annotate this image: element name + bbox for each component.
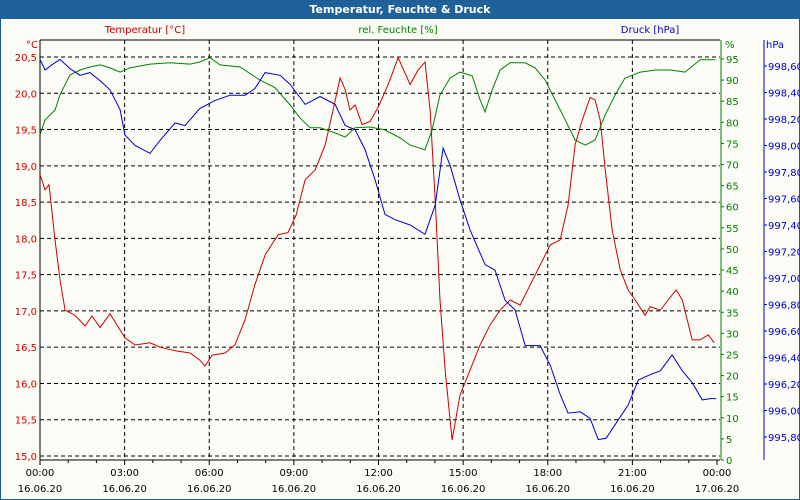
pressure-unit: hPa [766,40,784,51]
humidity-unit: % [725,40,735,51]
pressure-tick-label: 997,00 [768,274,800,285]
x-tick-date: 16.06.20 [187,484,232,495]
humidity-tick-label: 90 [726,76,739,87]
temperature-tick-label: 15,5 [15,416,37,427]
temperature-tick-label: 16,0 [15,379,37,390]
temperature-tick-label: 17,5 [15,271,37,282]
pressure-tick-label: 997,40 [768,221,800,232]
humidity-tick-label: 20 [726,372,739,383]
temperature-series-line [39,56,715,441]
humidity-tick-label: 10 [726,414,739,425]
legend-pressure: Druck [hPa] [621,25,680,36]
pressure-tick-label: 997,20 [768,248,800,259]
temperature-unit: °C [26,40,38,51]
x-tick-time: 21:00 [618,468,647,479]
x-tick-date: 16.06.20 [525,484,570,495]
humidity-tick-label: 55 [726,224,739,235]
temperature-tick-label: 18,0 [15,234,37,245]
legend-temperature: Temperatur [°C] [104,25,185,36]
pressure-tick-label: 996,40 [768,354,800,365]
x-tick-time: 15:00 [449,468,478,479]
temperature-tick-label: 19,5 [15,126,37,137]
temperature-tick-label: 20,0 [15,89,37,100]
x-tick-time: 03:00 [110,468,139,479]
pressure-tick-label: 998,60 [768,62,800,73]
pressure-tick-label: 997,60 [768,195,800,206]
x-tick-date: 16.06.20 [102,484,147,495]
x-tick-time: 00:00 [703,468,732,479]
humidity-tick-label: 65 [726,182,739,193]
temperature-tick-label: 15,0 [15,452,37,463]
pressure-tick-label: 996,60 [768,327,800,338]
chart-title: Temperatur, Feuchte & Druck [1,1,799,19]
x-tick-time: 12:00 [364,468,393,479]
x-tick-date: 16.06.20 [441,484,486,495]
pressure-tick-label: 996,00 [768,407,800,418]
humidity-tick-label: 25 [726,350,739,361]
x-tick-date: 16.06.20 [610,484,655,495]
humidity-tick-label: 30 [726,329,739,340]
pressure-series-line [39,58,717,441]
humidity-tick-label: 0 [726,456,732,467]
temperature-tick-label: 18,5 [15,198,37,209]
x-tick-time: 00:00 [26,468,55,479]
temperature-tick-label: 17,0 [15,307,37,318]
x-tick-date: 16.06.20 [272,484,317,495]
pressure-tick-label: 995,80 [768,433,800,444]
x-tick-date: 16.06.20 [356,484,401,495]
humidity-tick-label: 40 [726,287,739,298]
humidity-tick-label: 60 [726,203,739,214]
humidity-tick-label: 50 [726,245,739,256]
x-tick-date: 17.06.20 [695,484,740,495]
x-tick-date: 16.06.20 [18,484,63,495]
humidity-tick-label: 5 [726,435,732,446]
pressure-tick-label: 998,20 [768,115,800,126]
temperature-tick-label: 16,5 [15,343,37,354]
pressure-tick-label: 997,80 [768,168,800,179]
temperature-tick-label: 19,0 [15,162,37,173]
pressure-tick-label: 996,20 [768,380,800,391]
humidity-series-line [39,57,716,151]
x-tick-time: 09:00 [279,468,308,479]
humidity-tick-label: 80 [726,118,739,129]
humidity-tick-label: 45 [726,266,739,277]
pressure-tick-label: 998,00 [768,142,800,153]
x-tick-time: 18:00 [533,468,562,479]
legend-humidity: rel. Feuchte [%] [358,25,437,36]
pressure-tick-label: 996,80 [768,301,800,312]
humidity-tick-label: 15 [726,393,739,404]
humidity-tick-label: 70 [726,161,739,172]
temperature-tick-label: 20,5 [15,53,37,64]
pressure-tick-label: 998,40 [768,89,800,100]
humidity-tick-label: 85 [726,97,739,108]
humidity-tick-label: 75 [726,139,739,150]
humidity-tick-label: 95 [726,55,739,66]
humidity-tick-label: 35 [726,308,739,319]
x-tick-time: 06:00 [195,468,224,479]
